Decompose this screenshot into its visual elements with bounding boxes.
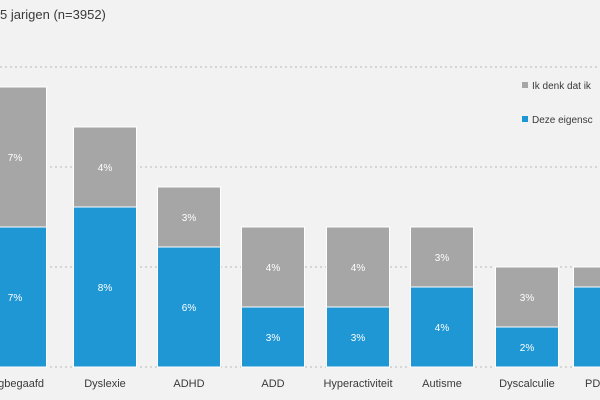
legend-swatch [522,82,528,88]
x-tick-label: Dyscalculie [499,378,555,390]
legend: Ik denk dat ik Deze eigensc [522,81,593,126]
bar-yes-4 [326,306,390,368]
bar-value-label: 3% [520,293,535,304]
bar-value-label: 4% [98,163,113,174]
x-axis-labels: ogbegaafd Dyslexie ADHD ADD Hyperactiviteit A… [0,378,600,390]
bar-yes-0 [0,226,47,368]
bar-value-label: 4% [351,263,366,274]
bar-value-label: 3% [351,333,366,344]
legend-label: Deze eigensc [532,115,593,126]
bar-value-label: 7% [8,293,23,304]
legend-swatch [522,116,528,122]
bar-value-label: 2% [520,343,535,354]
bar-yes-5 [410,286,474,368]
bars: 7% 7% 8% 4% 6% 3% 3% 4% 3% 4% 4% 3% 2% 3% [0,86,600,368]
bar-yes-3 [241,306,305,368]
bar-value-label: 6% [182,303,197,314]
bar-value-label: 3% [182,213,197,224]
bar-think-7 [573,266,600,288]
x-tick-label: Hyperactiviteit [323,378,392,390]
bar-value-label: 3% [435,253,450,264]
bar-value-label: 7% [8,153,23,164]
bar-yes-7 [573,286,600,368]
bar-think-2 [157,186,221,248]
x-tick-label: PD [585,378,600,390]
bar-think-0 [0,86,47,228]
bar-value-label: 8% [98,283,113,294]
x-tick-label: Autisme [422,378,462,390]
bar-value-label: 4% [266,263,281,274]
bar-yes-6 [495,326,559,368]
bar-think-6 [495,266,559,328]
x-tick-label: Dyslexie [84,378,126,390]
bar-think-1 [73,126,137,208]
x-tick-label: ADHD [173,378,204,390]
bar-think-4 [326,226,390,308]
bar-value-label: 3% [266,333,281,344]
bar-value-label: 4% [435,323,450,334]
bar-think-3 [241,226,305,308]
x-tick-label: ADD [261,378,284,390]
bar-think-5 [410,226,474,288]
chart-title: 5 jarigen (n=3952) [0,7,106,22]
x-tick-label: ogbegaafd [0,378,44,390]
legend-label: Ik denk dat ik [532,81,592,92]
